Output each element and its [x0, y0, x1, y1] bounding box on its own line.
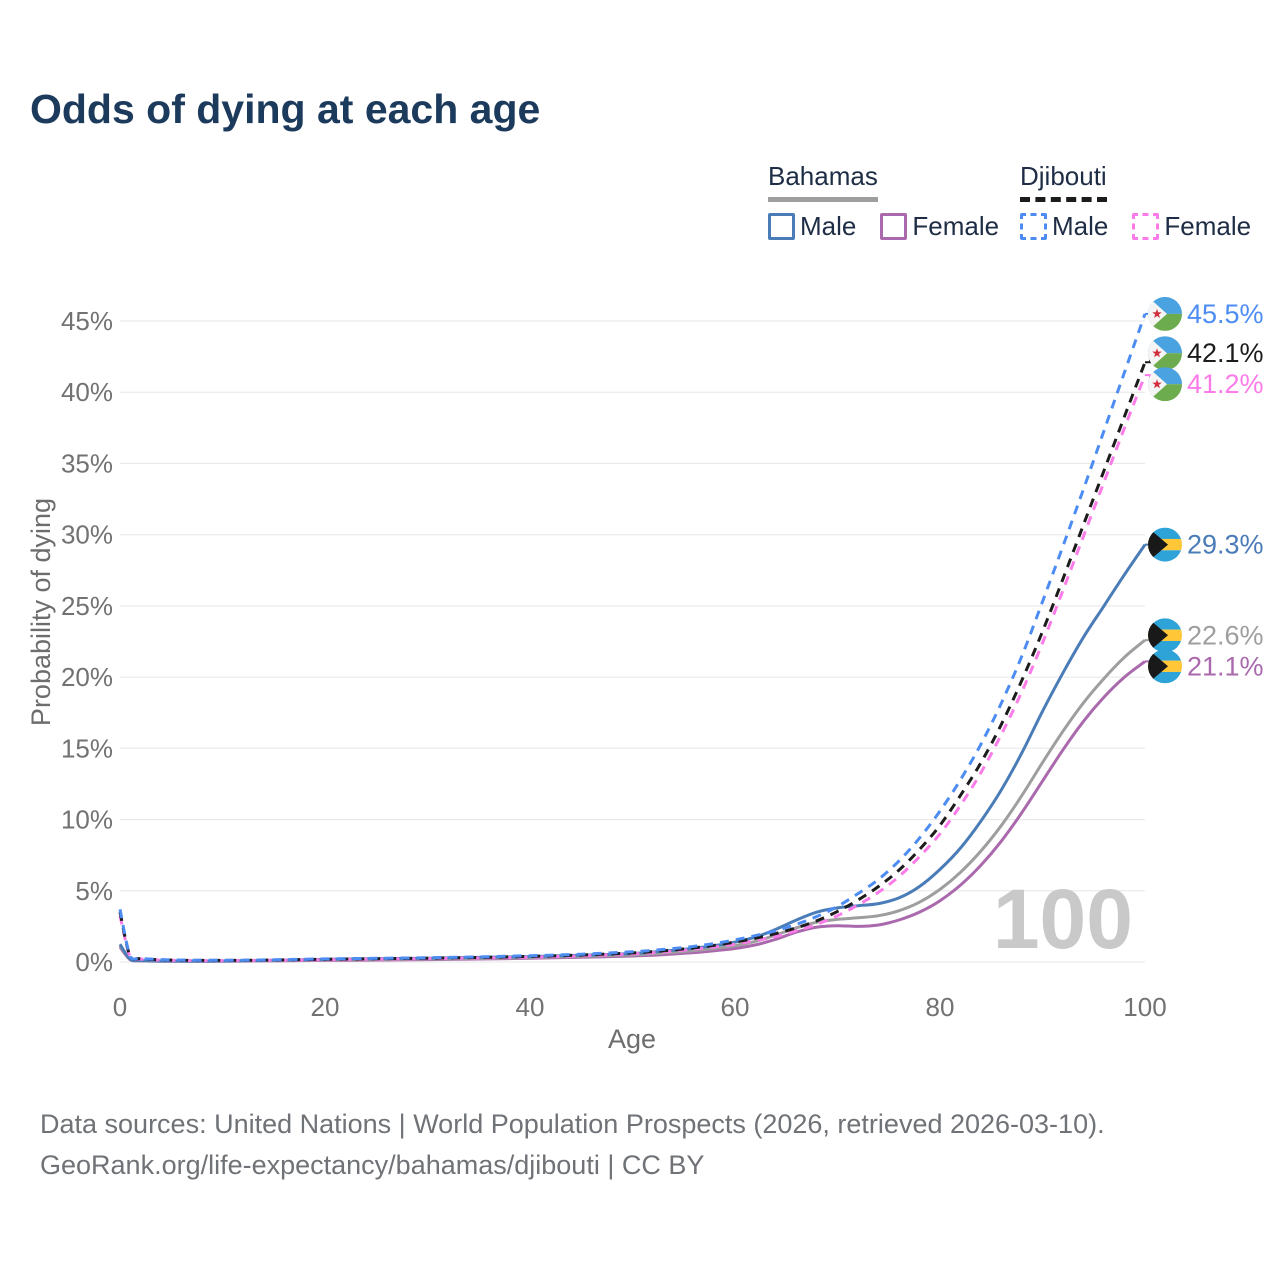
legend-item-label-djibouti-female: Female — [1164, 211, 1252, 241]
legend-country-bahamas[interactable]: Bahamas — [768, 161, 878, 202]
djibouti-flag-icon — [1148, 336, 1182, 371]
y-tick-label: 35% — [61, 448, 113, 478]
legend-item-label-bahamas-female: Female — [912, 211, 1000, 241]
series-line-djibouti-male — [118, 313, 1147, 962]
legend-group-bahamas: Bahamas Male Female — [768, 161, 1023, 242]
legend-country-underline-djibouti — [1020, 197, 1107, 202]
series-line-djibouti-both-sexes — [118, 361, 1147, 962]
legend-item-bahamas-female[interactable]: Female — [880, 211, 999, 242]
y-tick-label: 45% — [61, 306, 113, 336]
legend-swatch-bahamas-male — [768, 213, 795, 240]
legend-item-bahamas-male[interactable]: Male — [768, 211, 856, 242]
series-line-bahamas-both-sexes — [118, 638, 1146, 963]
y-tick-label: 25% — [61, 591, 113, 621]
end-value-label-djibouti-male: 45.5% — [1187, 299, 1264, 329]
legend-country-label-djibouti: Djibouti — [1020, 161, 1107, 191]
x-axis-title: Age — [608, 1024, 656, 1054]
y-tick-label: 10% — [61, 805, 113, 835]
legend-items-djibouti: Male Female — [1020, 211, 1275, 242]
legend-swatch-djibouti-female — [1132, 213, 1160, 240]
chart-title: Odds of dying at each age — [30, 86, 541, 132]
x-tick-label: 80 — [926, 992, 955, 1022]
footer: Data sources: United Nations | World Pop… — [40, 1104, 1105, 1185]
end-value-label-djibouti-female: 41.2% — [1187, 369, 1264, 399]
legend-item-djibouti-female[interactable]: Female — [1132, 211, 1251, 242]
legend-country-djibouti[interactable]: Djibouti — [1020, 161, 1107, 202]
legend-item-label-bahamas-male: Male — [800, 211, 857, 241]
legend-swatch-djibouti-male — [1020, 213, 1047, 240]
legend-group-djibouti: Djibouti Male Female — [1020, 161, 1275, 242]
bahamas-flag-icon — [1148, 618, 1182, 653]
x-tick-label: 100 — [1123, 992, 1166, 1022]
y-tick-label: 30% — [61, 520, 113, 550]
end-value-label-bahamas-female: 21.1% — [1187, 651, 1264, 681]
footer-url-license: GeoRank.org/life-expectancy/bahamas/djib… — [40, 1149, 705, 1180]
footer-data-sources: Data sources: United Nations | World Pop… — [40, 1109, 1105, 1139]
y-tick-label: 40% — [61, 377, 113, 407]
legend-items-bahamas: Male Female — [768, 211, 1023, 242]
y-tick-label: 0% — [75, 947, 113, 977]
y-tick-label: 5% — [75, 876, 113, 906]
y-tick-label: 15% — [61, 733, 113, 763]
x-tick-label: 20 — [311, 992, 340, 1022]
x-tick-label: 40 — [516, 992, 545, 1022]
end-value-label-bahamas-male: 29.3% — [1187, 530, 1264, 560]
djibouti-flag-icon — [1148, 296, 1182, 331]
legend-country-underline-bahamas — [768, 197, 878, 202]
bahamas-flag-icon — [1148, 649, 1182, 684]
age-counter-watermark: 100 — [993, 872, 1133, 966]
series-line-bahamas-female — [118, 660, 1146, 963]
djibouti-flag-icon — [1148, 367, 1182, 402]
legend-item-djibouti-male[interactable]: Male — [1020, 211, 1108, 242]
legend-swatch-bahamas-female — [880, 213, 908, 240]
x-tick-label: 60 — [721, 992, 750, 1022]
legend-country-label-bahamas: Bahamas — [768, 161, 878, 191]
legend-item-label-djibouti-male: Male — [1052, 211, 1109, 241]
y-tick-label: 20% — [61, 662, 113, 692]
x-tick-label: 0 — [113, 992, 127, 1022]
end-value-label-djibouti-both-sexes: 42.1% — [1187, 338, 1264, 368]
y-axis-title: Probability of dying — [26, 498, 56, 726]
bahamas-flag-icon — [1148, 527, 1182, 562]
end-value-label-bahamas-both-sexes: 22.6% — [1187, 620, 1264, 650]
